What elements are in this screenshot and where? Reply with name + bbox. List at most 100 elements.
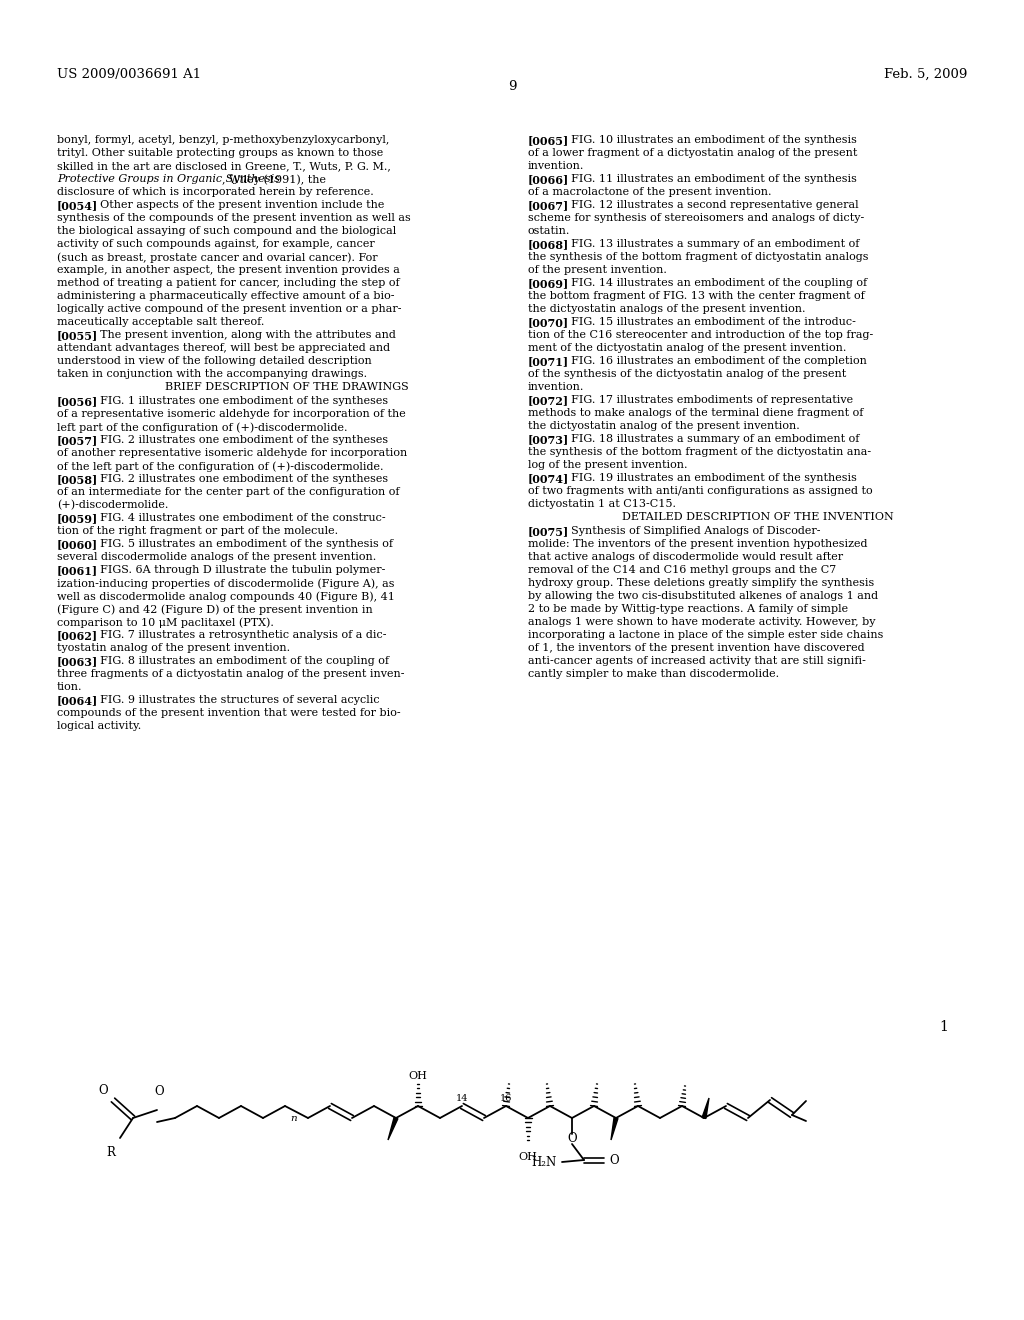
Text: the biological assaying of such compound and the biological: the biological assaying of such compound… (57, 226, 396, 236)
Text: 16: 16 (500, 1094, 512, 1104)
Text: invention.: invention. (528, 381, 585, 392)
Text: the dictyostatin analog of the present invention.: the dictyostatin analog of the present i… (528, 421, 800, 432)
Text: R: R (106, 1146, 115, 1159)
Text: of a representative isomeric aldehyde for incorporation of the: of a representative isomeric aldehyde fo… (57, 409, 406, 418)
Text: ostatin.: ostatin. (528, 226, 570, 236)
Text: [0068]: [0068] (528, 239, 569, 249)
Text: (such as breast, prostate cancer and ovarial cancer). For: (such as breast, prostate cancer and ova… (57, 252, 378, 263)
Text: FIG. 13 illustrates a summary of an embodiment of: FIG. 13 illustrates a summary of an embo… (560, 239, 859, 249)
Text: O: O (98, 1084, 108, 1097)
Text: molide: The inventors of the present invention hypothesized: molide: The inventors of the present inv… (528, 539, 867, 549)
Text: [0067]: [0067] (528, 201, 569, 211)
Text: [0069]: [0069] (528, 279, 569, 289)
Text: [0062]: [0062] (57, 630, 98, 642)
Text: 9: 9 (508, 81, 516, 92)
Text: example, in another aspect, the present invention provides a: example, in another aspect, the present … (57, 265, 400, 275)
Text: O: O (155, 1085, 164, 1098)
Text: [0063]: [0063] (57, 656, 98, 667)
Text: of two fragments with anti/anti configurations as assigned to: of two fragments with anti/anti configur… (528, 486, 872, 496)
Text: FIG. 2 illustrates one embodiment of the syntheses: FIG. 2 illustrates one embodiment of the… (89, 474, 388, 484)
Text: FIG. 19 illustrates an embodiment of the synthesis: FIG. 19 illustrates an embodiment of the… (560, 473, 857, 483)
Text: FIG. 9 illustrates the structures of several acyclic: FIG. 9 illustrates the structures of sev… (89, 696, 380, 705)
Text: FIG. 11 illustrates an embodiment of the synthesis: FIG. 11 illustrates an embodiment of the… (560, 174, 857, 183)
Text: tyostatin analog of the present invention.: tyostatin analog of the present inventio… (57, 643, 290, 653)
Text: of an intermediate for the center part of the configuration of: of an intermediate for the center part o… (57, 487, 399, 498)
Text: FIG. 14 illustrates an embodiment of the coupling of: FIG. 14 illustrates an embodiment of the… (560, 279, 867, 288)
Text: [0070]: [0070] (528, 317, 569, 327)
Text: [0061]: [0061] (57, 565, 98, 576)
Text: synthesis of the compounds of the present invention as well as: synthesis of the compounds of the presen… (57, 213, 411, 223)
Text: activity of such compounds against, for example, cancer: activity of such compounds against, for … (57, 239, 375, 249)
Text: [0066]: [0066] (528, 174, 569, 185)
Text: [0065]: [0065] (528, 135, 569, 147)
Text: three fragments of a dictyostatin analog of the present inven-: three fragments of a dictyostatin analog… (57, 669, 404, 678)
Text: (Figure C) and 42 (Figure D) of the present invention in: (Figure C) and 42 (Figure D) of the pres… (57, 605, 373, 615)
Text: skilled in the art are disclosed in Greene, T., Wuts, P. G. M.,: skilled in the art are disclosed in Gree… (57, 161, 391, 172)
Text: of a macrolactone of the present invention.: of a macrolactone of the present inventi… (528, 187, 771, 197)
Text: well as discodermolide analog compounds 40 (Figure B), 41: well as discodermolide analog compounds … (57, 591, 395, 602)
Text: log of the present invention.: log of the present invention. (528, 459, 687, 470)
Text: 14: 14 (456, 1094, 468, 1104)
Text: OH: OH (409, 1071, 427, 1081)
Text: FIG. 17 illustrates embodiments of representative: FIG. 17 illustrates embodiments of repre… (560, 395, 853, 405)
Text: cantly simpler to make than discodermolide.: cantly simpler to make than discodermoli… (528, 669, 779, 678)
Text: removal of the C14 and C16 methyl groups and the C7: removal of the C14 and C16 methyl groups… (528, 565, 837, 576)
Text: trityl. Other suitable protecting groups as known to those: trityl. Other suitable protecting groups… (57, 148, 383, 158)
Text: [0064]: [0064] (57, 696, 98, 706)
Text: of the synthesis of the dictyostatin analog of the present: of the synthesis of the dictyostatin ana… (528, 370, 846, 379)
Text: [0074]: [0074] (528, 473, 569, 484)
Text: FIG. 2 illustrates one embodiment of the syntheses: FIG. 2 illustrates one embodiment of the… (89, 436, 388, 445)
Text: 1: 1 (939, 1020, 948, 1034)
Text: by allowing the two cis-disubstituted alkenes of analogs 1 and: by allowing the two cis-disubstituted al… (528, 591, 879, 601)
Text: , Wiley (1991), the: , Wiley (1991), the (222, 174, 327, 185)
Text: of the present invention.: of the present invention. (528, 265, 667, 275)
Text: analogs 1 were shown to have moderate activity. However, by: analogs 1 were shown to have moderate ac… (528, 616, 876, 627)
Text: [0057]: [0057] (57, 436, 98, 446)
Text: dictyostatin 1 at C13-C15.: dictyostatin 1 at C13-C15. (528, 499, 676, 510)
Text: [0058]: [0058] (57, 474, 98, 484)
Text: comparison to 10 μM paclitaxel (PTX).: comparison to 10 μM paclitaxel (PTX). (57, 616, 273, 627)
Text: logical activity.: logical activity. (57, 721, 141, 731)
Polygon shape (702, 1098, 709, 1118)
Text: OH: OH (518, 1152, 538, 1162)
Text: FIG. 16 illustrates an embodiment of the completion: FIG. 16 illustrates an embodiment of the… (560, 356, 866, 366)
Text: Other aspects of the present invention include the: Other aspects of the present invention i… (89, 201, 384, 210)
Text: FIG. 1 illustrates one embodiment of the syntheses: FIG. 1 illustrates one embodiment of the… (89, 396, 388, 407)
Text: BRIEF DESCRIPTION OF THE DRAWINGS: BRIEF DESCRIPTION OF THE DRAWINGS (165, 381, 409, 392)
Text: [0054]: [0054] (57, 201, 98, 211)
Text: tion.: tion. (57, 682, 83, 692)
Text: methods to make analogs of the terminal diene fragment of: methods to make analogs of the terminal … (528, 408, 863, 418)
Text: the synthesis of the bottom fragment of dictyostatin analogs: the synthesis of the bottom fragment of … (528, 252, 868, 261)
Text: Synthesis of Simplified Analogs of Discoder-: Synthesis of Simplified Analogs of Disco… (560, 525, 820, 536)
Text: [0059]: [0059] (57, 513, 98, 524)
Text: ization-inducing properties of discodermolide (Figure A), as: ization-inducing properties of discoderm… (57, 578, 394, 589)
Text: n: n (290, 1114, 297, 1123)
Text: the synthesis of the bottom fragment of the dictyostatin ana-: the synthesis of the bottom fragment of … (528, 447, 871, 457)
Text: FIG. 8 illustrates an embodiment of the coupling of: FIG. 8 illustrates an embodiment of the … (89, 656, 389, 667)
Text: of another representative isomeric aldehyde for incorporation: of another representative isomeric aldeh… (57, 447, 408, 458)
Text: method of treating a patient for cancer, including the step of: method of treating a patient for cancer,… (57, 279, 399, 288)
Text: [0073]: [0073] (528, 434, 569, 445)
Text: DETAILED DESCRIPTION OF THE INVENTION: DETAILED DESCRIPTION OF THE INVENTION (623, 512, 894, 521)
Text: FIG. 4 illustrates one embodiment of the construc-: FIG. 4 illustrates one embodiment of the… (89, 513, 385, 523)
Text: FIG. 7 illustrates a retrosynthetic analysis of a dic-: FIG. 7 illustrates a retrosynthetic anal… (89, 630, 386, 640)
Text: H₂N: H₂N (531, 1155, 557, 1168)
Polygon shape (611, 1118, 617, 1140)
Text: hydroxy group. These deletions greatly simplify the synthesis: hydroxy group. These deletions greatly s… (528, 578, 874, 587)
Text: FIGS. 6A through D illustrate the tubulin polymer-: FIGS. 6A through D illustrate the tubuli… (89, 565, 385, 576)
Text: anti-cancer agents of increased activity that are still signifi-: anti-cancer agents of increased activity… (528, 656, 866, 667)
Text: maceutically acceptable salt thereof.: maceutically acceptable salt thereof. (57, 317, 264, 327)
Text: US 2009/0036691 A1: US 2009/0036691 A1 (57, 69, 201, 81)
Text: tion of the right fragment or part of the molecule.: tion of the right fragment or part of th… (57, 525, 338, 536)
Text: understood in view of the following detailed description: understood in view of the following deta… (57, 356, 372, 366)
Text: FIG. 12 illustrates a second representative general: FIG. 12 illustrates a second representat… (560, 201, 858, 210)
Text: attendant advantages thereof, will best be appreciated and: attendant advantages thereof, will best … (57, 343, 390, 352)
Text: bonyl, formyl, acetyl, benzyl, p-methoxybenzyloxycarbonyl,: bonyl, formyl, acetyl, benzyl, p-methoxy… (57, 135, 389, 145)
Text: [0060]: [0060] (57, 539, 98, 550)
Text: invention.: invention. (528, 161, 585, 172)
Text: Protective Groups in Organic Synthesis: Protective Groups in Organic Synthesis (57, 174, 280, 183)
Text: incorporating a lactone in place of the simple ester side chains: incorporating a lactone in place of the … (528, 630, 884, 640)
Text: ment of the dictyostatin analog of the present invention.: ment of the dictyostatin analog of the p… (528, 343, 847, 352)
Text: administering a pharmaceutically effective amount of a bio-: administering a pharmaceutically effecti… (57, 290, 394, 301)
Text: O: O (567, 1133, 577, 1144)
